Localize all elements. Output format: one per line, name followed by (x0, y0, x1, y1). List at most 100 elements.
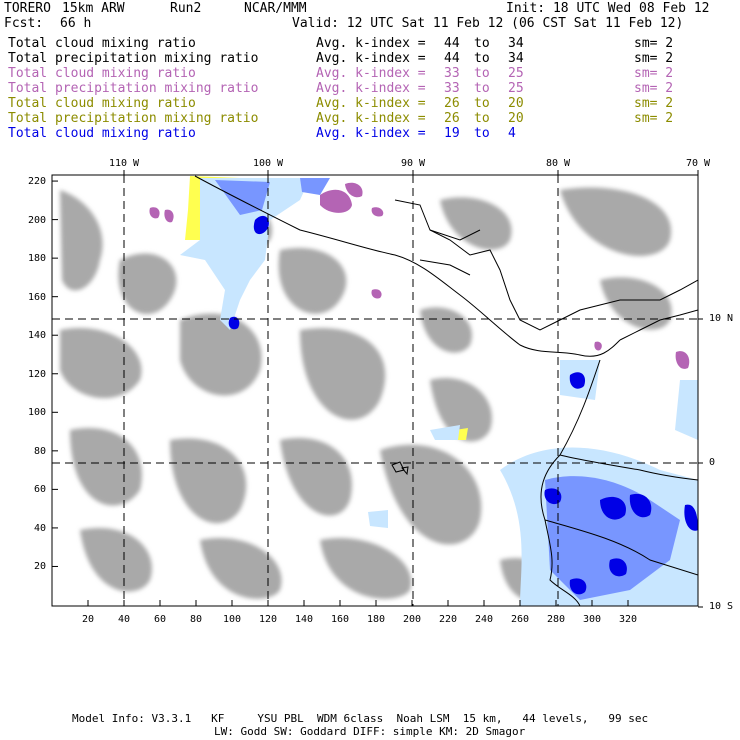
model-resolution: 15km ARW (62, 1, 125, 16)
legend-to-word: to (474, 51, 490, 66)
purple-cloud-region (371, 289, 382, 299)
legend-index-to: 34 (508, 36, 524, 51)
legend-index-label: Avg. k-index = (316, 111, 426, 126)
top-longitude-label: 90 W (400, 158, 426, 169)
darkblue-cloud-region (544, 488, 562, 505)
legend-smoothing: sm= 2 (634, 81, 674, 96)
legend-index-label: Avg. k-index = (316, 96, 426, 111)
legend-index-from: 33 (444, 66, 460, 81)
legend-index-to: 34 (508, 51, 524, 66)
purple-cloud-region (149, 207, 160, 219)
left-axis-label: 120 (27, 368, 46, 380)
lat-lon-grid (52, 175, 698, 606)
border-peru (544, 519, 698, 576)
gray-cloud-region (600, 277, 672, 330)
gray-cloud-region (70, 428, 142, 506)
legend-index-to: 20 (508, 111, 524, 126)
purple-cloud-region (371, 207, 384, 217)
left-axis-label: 180 (27, 253, 46, 265)
gray-cloud-region (560, 187, 672, 256)
top-longitude-label: 70 W (685, 158, 711, 169)
legend-index-to: 25 (508, 66, 524, 81)
bottom-axis-label: 80 (189, 614, 203, 625)
forecast-label: Fcst: (4, 16, 44, 31)
darkblue-cloud-region (228, 316, 240, 330)
bottom-axis-label: 140 (294, 614, 314, 625)
gray-cloud-region (280, 438, 352, 516)
legend-field-name: Total cloud mixing ratio (8, 66, 196, 81)
left-axis-label: 140 (27, 330, 46, 342)
valid-time: Valid: 12 UTC Sat 11 Feb 12 (06 CST Sat … (292, 16, 684, 31)
legend-smoothing: sm= 2 (634, 111, 674, 126)
legend-to-word: to (474, 36, 490, 51)
coastline-yucatan-caribbean (394, 199, 698, 331)
legend-to-word: to (474, 66, 490, 81)
gray-cloud-region (60, 190, 103, 291)
darkblue-cloud-region (253, 215, 269, 235)
gray-cloud-region (118, 253, 177, 315)
purple-cloud-region (345, 182, 363, 198)
legend-index-from: 33 (444, 81, 460, 96)
top-longitude-label: 110 W (108, 158, 140, 169)
legend-smoothing: sm= 2 (634, 96, 674, 111)
gray-cloud-region (380, 444, 482, 545)
coastline-venezuela (619, 309, 698, 341)
bottom-axis-label: 20 (81, 614, 95, 625)
legend-smoothing: sm= 2 (634, 66, 674, 81)
left-axis-label: 100 (27, 407, 46, 419)
top-longitude-label: 100 W (252, 158, 284, 169)
lightblue-cloud-region (368, 510, 388, 528)
model-run: Run2 (170, 1, 202, 16)
gray-cloud-region (430, 378, 492, 442)
legend-index-label: Avg. k-index = (316, 36, 426, 51)
left-axis-label: 60 (33, 484, 46, 496)
coastline-layer (194, 175, 698, 606)
legend-field-name: Total cloud mixing ratio (8, 36, 196, 51)
lightblue-cloud-region (430, 425, 460, 440)
coastline-mexico-pacific (194, 175, 621, 357)
right-latitude-label: 10 S (709, 601, 734, 612)
gray-cloud-region (278, 248, 347, 314)
bottom-axis-label: 300 (582, 614, 602, 625)
gray-cloud-region (300, 328, 386, 420)
bottom-axis-label: 120 (258, 614, 278, 625)
bottom-axis-label: 220 (438, 614, 458, 625)
legend-to-word: to (474, 96, 490, 111)
bottom-axis-label: 180 (366, 614, 386, 625)
gray-cloud-region (420, 307, 472, 353)
legend-field-name: Total cloud mixing ratio (8, 96, 196, 111)
top-longitude-label: 80 W (545, 158, 571, 169)
left-axis-label: 20 (33, 561, 46, 573)
border-colombia-ecuador (559, 454, 698, 481)
legend-field-name: Total precipitation mixing ratio (8, 81, 259, 96)
purple-cloud-region (675, 351, 690, 369)
legend-index-from: 44 (444, 51, 460, 66)
legend-index-to: 20 (508, 96, 524, 111)
bottom-axis-label: 100 (222, 614, 242, 625)
legend-field-name: Total cloud mixing ratio (8, 126, 196, 141)
model-org: NCAR/MMM (244, 1, 307, 16)
legend-field-name: Total precipitation mixing ratio (8, 111, 259, 126)
legend-index-to: 4 (508, 126, 516, 141)
left-axis-label: 200 (27, 214, 46, 226)
left-axis-label: 220 (27, 176, 46, 188)
bottom-axis-label: 280 (546, 614, 566, 625)
bottom-axis-label: 200 (402, 614, 422, 625)
darkblue-cloud-region (569, 578, 587, 595)
gray-cloud-region (440, 197, 512, 250)
legend-index-from: 44 (444, 36, 460, 51)
gray-cloud-region (170, 438, 247, 524)
bottom-axis-label: 320 (618, 614, 638, 625)
lightblue-cloud-region (180, 178, 310, 330)
gray-cloud-region (320, 538, 412, 599)
gray-cloud-region (200, 538, 282, 599)
left-axis-label: 80 (33, 445, 46, 457)
legend-to-word: to (474, 111, 490, 126)
legend-index-from: 26 (444, 111, 460, 126)
legend-index-label: Avg. k-index = (316, 81, 426, 96)
gray-cloud-region (80, 528, 152, 592)
legend-index-to: 25 (508, 81, 524, 96)
purple-cloud-region (320, 189, 352, 213)
legend-to-word: to (474, 126, 490, 141)
